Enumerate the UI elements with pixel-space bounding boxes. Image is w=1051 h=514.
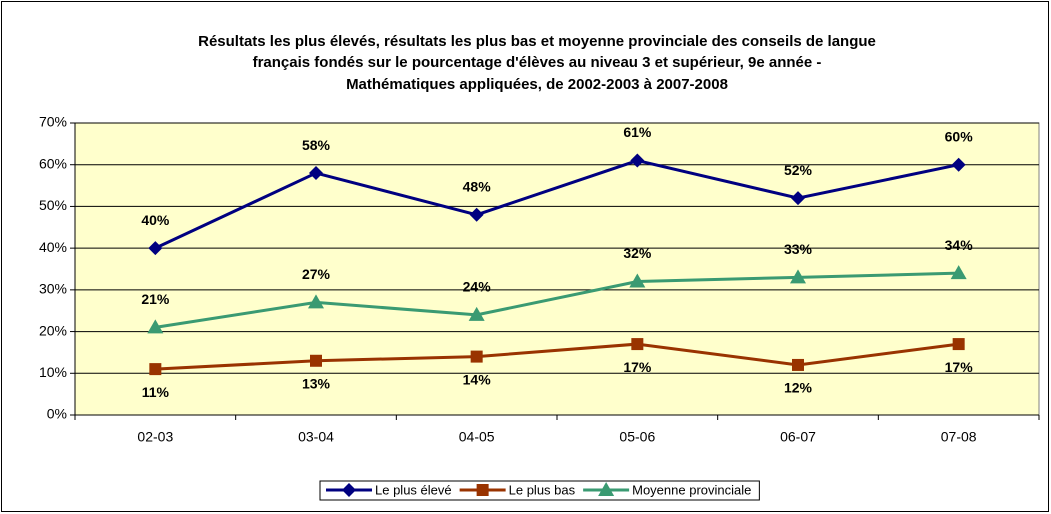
legend-label: Le plus élevé bbox=[375, 482, 452, 497]
marker bbox=[147, 319, 164, 334]
chart-title: Résultats les plus élevés, résultats les… bbox=[198, 33, 876, 50]
marker bbox=[470, 350, 483, 363]
marker bbox=[308, 294, 324, 309]
chart-title: français fondés sur le pourcentage d'élè… bbox=[253, 54, 822, 71]
marker bbox=[598, 482, 615, 496]
legend-box bbox=[319, 480, 760, 501]
data-label: 17% bbox=[945, 359, 974, 375]
x-tick-label: 03-04 bbox=[298, 429, 334, 445]
marker bbox=[950, 265, 967, 280]
chart-title: Mathématiques appliquées, de 2002-2003 à… bbox=[346, 76, 728, 93]
series-line bbox=[154, 158, 959, 250]
data-label: 40% bbox=[141, 212, 170, 228]
x-tick-label: 05-06 bbox=[619, 429, 655, 445]
data-label: 17% bbox=[623, 359, 652, 375]
marker bbox=[792, 358, 804, 371]
data-label: 12% bbox=[784, 380, 813, 396]
x-tick-label: 02-03 bbox=[137, 429, 173, 445]
x-tick-label: 04-05 bbox=[459, 429, 495, 445]
y-tick-label: 30% bbox=[39, 281, 67, 297]
data-label: 52% bbox=[784, 162, 813, 178]
y-tick-label: 70% bbox=[39, 114, 67, 130]
data-label: 48% bbox=[463, 178, 492, 194]
data-label: 34% bbox=[945, 237, 974, 253]
marker bbox=[148, 241, 163, 256]
data-label: 21% bbox=[141, 291, 170, 307]
data-label: 58% bbox=[302, 137, 331, 153]
data-label: 14% bbox=[463, 371, 492, 387]
marker bbox=[790, 269, 806, 284]
marker bbox=[149, 363, 162, 376]
x-tick-label: 06-07 bbox=[780, 429, 816, 445]
data-label: 11% bbox=[142, 384, 170, 400]
marker bbox=[310, 354, 322, 367]
y-tick-label: 10% bbox=[39, 364, 67, 380]
marker bbox=[951, 157, 966, 172]
data-label: 24% bbox=[463, 279, 492, 295]
data-label: 61% bbox=[623, 124, 652, 140]
y-tick-label: 40% bbox=[39, 239, 67, 255]
legend: Le plus élevé Le plus bas Moyenne provinci… bbox=[319, 480, 760, 501]
series-line bbox=[155, 342, 959, 371]
plot-area bbox=[74, 122, 1040, 416]
marker bbox=[630, 153, 645, 168]
y-tick-label: 60% bbox=[39, 155, 67, 171]
data-label: 33% bbox=[784, 241, 813, 257]
series-line bbox=[155, 271, 959, 329]
y-tick-label: 20% bbox=[39, 322, 67, 338]
marker bbox=[468, 306, 485, 321]
y-tick-label: 50% bbox=[39, 197, 67, 213]
marker bbox=[476, 484, 489, 496]
legend-label: Le plus bas bbox=[509, 482, 576, 497]
marker bbox=[791, 191, 805, 206]
marker bbox=[469, 207, 484, 222]
data-label: 32% bbox=[623, 245, 652, 261]
marker bbox=[952, 338, 965, 351]
data-label: 27% bbox=[302, 266, 331, 282]
x-tick-label: 07-08 bbox=[941, 429, 977, 445]
data-label: 60% bbox=[945, 128, 974, 144]
marker bbox=[629, 273, 646, 288]
marker bbox=[309, 166, 323, 181]
y-tick-label: 0% bbox=[47, 406, 67, 422]
marker bbox=[631, 338, 644, 351]
legend-label: Moyenne provinciale bbox=[632, 482, 751, 497]
data-label: 13% bbox=[302, 375, 331, 391]
marker bbox=[342, 483, 356, 497]
